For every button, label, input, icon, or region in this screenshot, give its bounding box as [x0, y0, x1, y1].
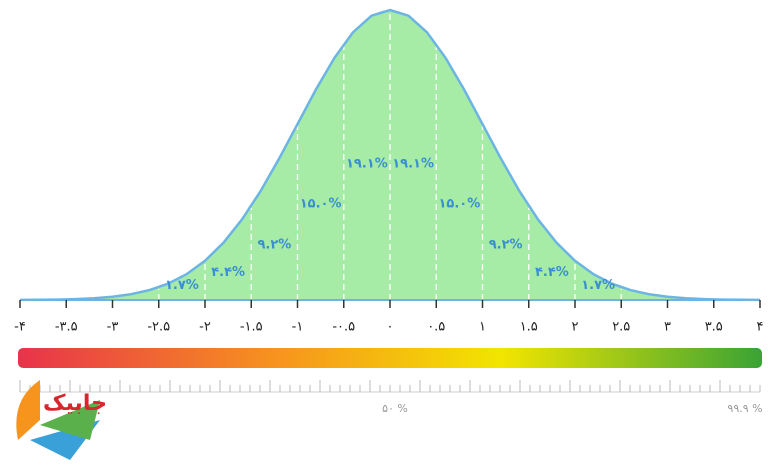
watermark: جابیک: [43, 391, 107, 416]
x-tick-label: ۱: [479, 320, 486, 335]
x-tick-label: ۳.۵: [705, 320, 723, 335]
value-label: ۹.۲%: [489, 237, 523, 252]
x-tick-label: -۴: [14, 320, 26, 335]
segment: [251, 124, 298, 300]
plot: [19, 8, 761, 302]
segment: [390, 10, 437, 300]
value-label: ۴.۴%: [535, 265, 569, 280]
value-label: ۱۹.۱%: [346, 157, 388, 172]
x-tick-label: -۳: [107, 320, 119, 335]
segment: [343, 10, 390, 300]
x-tick-label: -۳.۵: [55, 320, 78, 335]
x-tick-label: ۴: [757, 320, 764, 335]
x-tick-label: -۱.۵: [240, 320, 263, 335]
scale-label: ۹۹.۹ %: [727, 402, 762, 415]
segment: [482, 124, 529, 300]
x-tick-label: ۲: [572, 320, 579, 335]
x-tick-label: ۲.۵: [612, 320, 630, 335]
segment: [205, 205, 252, 300]
x-tick-label: -۱: [292, 320, 304, 335]
value-label: ۱.۷%: [165, 278, 199, 293]
x-tick-label: ۰: [387, 320, 394, 335]
value-label: ۱۵.۰%: [438, 197, 480, 212]
color-scale: [18, 348, 762, 368]
value-label: ۱۵.۰%: [300, 197, 342, 212]
segment: [297, 44, 344, 300]
segment: [528, 205, 575, 300]
x-tick-label: -۲.۵: [147, 320, 170, 335]
x-tick-label: -۲: [199, 320, 211, 335]
value-label: ۱.۷%: [581, 278, 615, 293]
x-tick-label: ۱.۵: [520, 320, 538, 335]
scale-label: ۵۰ %: [382, 402, 408, 415]
x-tick-label: ۰.۵: [427, 320, 445, 335]
x-tick-label: -۰.۵: [332, 320, 355, 335]
ruler: [19, 380, 761, 392]
logo: جابیک: [16, 380, 107, 460]
value-label: ۴.۴%: [211, 265, 245, 280]
value-label: ۹.۲%: [257, 237, 291, 252]
segment: [436, 44, 483, 300]
value-label: ۱۹.۱%: [392, 157, 434, 172]
curve: [19, 8, 761, 302]
x-tick-label: ۳: [664, 320, 671, 335]
